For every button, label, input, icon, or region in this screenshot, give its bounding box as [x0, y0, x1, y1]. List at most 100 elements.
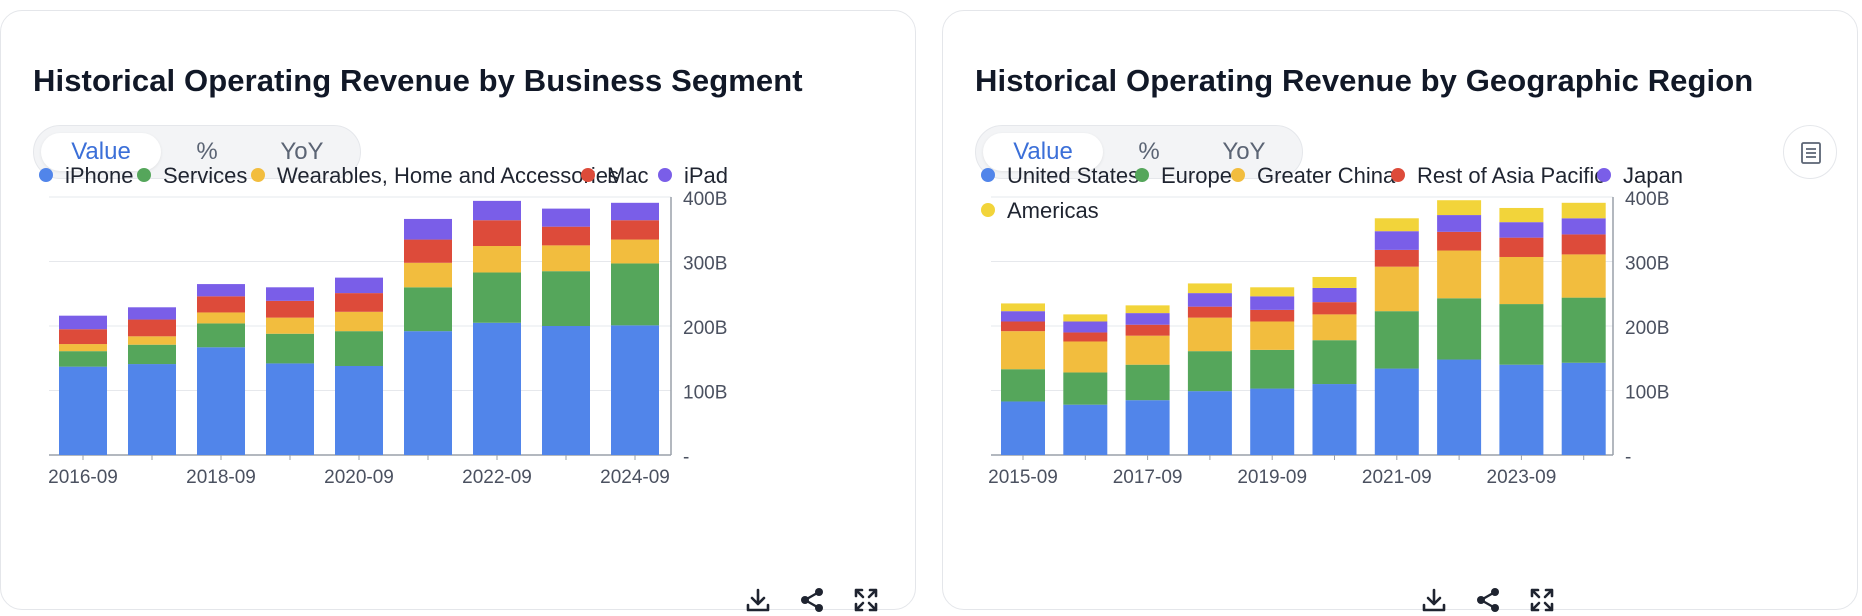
bar-rest-of-asia-pacific-2015-09[interactable]: [1001, 321, 1045, 332]
bar-greater-china-2021-09[interactable]: [1374, 266, 1419, 312]
bar-wearables-home-and-accessories-2017-09[interactable]: [128, 336, 176, 345]
bar-services-2023-09[interactable]: [542, 271, 590, 326]
bar-japan-2021-09[interactable]: [1374, 231, 1419, 250]
bar-americas-2018-09[interactable]: [1187, 283, 1232, 294]
bar-americas-2015-09[interactable]: [1001, 303, 1045, 312]
bar-americas-2019-09[interactable]: [1250, 287, 1295, 297]
bar-greater-china-2022-09[interactable]: [1437, 250, 1482, 299]
bar-mac-2018-09[interactable]: [197, 296, 245, 313]
bar-united-states-2020-09[interactable]: [1312, 384, 1357, 455]
table-view-button[interactable]: [1783, 125, 1837, 179]
bar-wearables-home-and-accessories-2018-09[interactable]: [197, 312, 245, 324]
bar-mac-2016-09[interactable]: [59, 329, 107, 345]
bar-europe-2018-09[interactable]: [1187, 351, 1232, 392]
bar-europe-2024-09[interactable]: [1561, 297, 1606, 363]
legend-item-iphone[interactable]: iPhone: [39, 163, 134, 189]
bar-ipad-2018-09[interactable]: [197, 284, 245, 297]
bar-americas-2022-09[interactable]: [1437, 200, 1482, 216]
bar-mac-2023-09[interactable]: [542, 226, 590, 246]
legend-item-united-states[interactable]: United States: [981, 163, 1139, 189]
bar-mac-2019-09[interactable]: [266, 300, 314, 318]
bar-rest-of-asia-pacific-2016-09[interactable]: [1063, 332, 1108, 342]
bar-services-2016-09[interactable]: [59, 351, 107, 367]
toggle-value[interactable]: Value: [41, 133, 161, 171]
bar-americas-2016-09[interactable]: [1063, 314, 1108, 322]
bar-united-states-2018-09[interactable]: [1187, 391, 1232, 455]
bar-ipad-2019-09[interactable]: [266, 287, 314, 301]
bar-europe-2022-09[interactable]: [1437, 298, 1482, 360]
legend-item-europe[interactable]: Europe: [1135, 163, 1232, 189]
bar-ipad-2024-09[interactable]: [611, 202, 659, 221]
bar-japan-2024-09[interactable]: [1561, 218, 1606, 235]
bar-europe-2020-09[interactable]: [1312, 340, 1357, 385]
legend-item-ipad[interactable]: iPad: [658, 163, 728, 189]
bar-americas-2021-09[interactable]: [1374, 218, 1419, 232]
bar-rest-of-asia-pacific-2019-09[interactable]: [1250, 309, 1295, 322]
bar-united-states-2021-09[interactable]: [1374, 368, 1419, 455]
legend-item-rest-of-asia-pacific[interactable]: Rest of Asia Pacific: [1391, 163, 1605, 189]
bar-rest-of-asia-pacific-2017-09[interactable]: [1125, 324, 1170, 336]
bar-americas-2024-09[interactable]: [1561, 202, 1606, 219]
fullscreen-icon[interactable]: [1527, 585, 1557, 615]
bar-rest-of-asia-pacific-2023-09[interactable]: [1499, 237, 1544, 257]
toggle-yoy[interactable]: YoY: [1222, 138, 1266, 165]
legend-item-mac[interactable]: Mac: [581, 163, 649, 189]
bar-japan-2023-09[interactable]: [1499, 222, 1544, 238]
bar-united-states-2017-09[interactable]: [1125, 400, 1170, 455]
bar-greater-china-2015-09[interactable]: [1001, 331, 1045, 370]
bar-greater-china-2017-09[interactable]: [1125, 335, 1170, 365]
bar-iphone-2019-09[interactable]: [266, 363, 314, 455]
bar-mac-2022-09[interactable]: [473, 220, 521, 247]
bar-services-2020-09[interactable]: [335, 331, 383, 366]
toggle-value[interactable]: Value: [983, 133, 1103, 171]
bar-iphone-2017-09[interactable]: [128, 364, 176, 455]
bar-japan-2018-09[interactable]: [1187, 293, 1232, 307]
bar-ipad-2021-09[interactable]: [404, 218, 452, 240]
bar-iphone-2020-09[interactable]: [335, 365, 383, 455]
bar-greater-china-2020-09[interactable]: [1312, 314, 1357, 341]
bar-services-2019-09[interactable]: [266, 333, 314, 364]
bar-wearables-home-and-accessories-2019-09[interactable]: [266, 317, 314, 334]
bar-iphone-2016-09[interactable]: [59, 366, 107, 455]
bar-wearables-home-and-accessories-2021-09[interactable]: [404, 262, 452, 288]
bar-united-states-2019-09[interactable]: [1250, 388, 1295, 455]
bar-rest-of-asia-pacific-2020-09[interactable]: [1312, 302, 1357, 315]
bar-japan-2015-09[interactable]: [1001, 311, 1045, 322]
bar-americas-2020-09[interactable]: [1312, 276, 1357, 288]
bar-wearables-home-and-accessories-2024-09[interactable]: [611, 239, 659, 264]
bar-japan-2017-09[interactable]: [1125, 313, 1170, 325]
bar-wearables-home-and-accessories-2020-09[interactable]: [335, 311, 383, 332]
bar-ipad-2022-09[interactable]: [473, 200, 521, 221]
bar-americas-2017-09[interactable]: [1125, 305, 1170, 314]
bar-greater-china-2019-09[interactable]: [1250, 321, 1295, 350]
share-icon[interactable]: [1473, 585, 1503, 615]
toggle-percent[interactable]: %: [1138, 138, 1160, 165]
bar-services-2022-09[interactable]: [473, 272, 521, 323]
bar-japan-2020-09[interactable]: [1312, 287, 1357, 303]
bar-europe-2023-09[interactable]: [1499, 304, 1544, 365]
share-icon[interactable]: [797, 585, 827, 615]
bar-ipad-2023-09[interactable]: [542, 208, 590, 227]
bar-ipad-2020-09[interactable]: [335, 277, 383, 294]
bar-ipad-2016-09[interactable]: [59, 315, 107, 330]
bar-europe-2016-09[interactable]: [1063, 372, 1108, 405]
bar-wearables-home-and-accessories-2016-09[interactable]: [59, 344, 107, 352]
legend-item-japan[interactable]: Japan: [1597, 163, 1683, 189]
bar-united-states-2024-09[interactable]: [1561, 362, 1606, 455]
toggle-yoy[interactable]: YoY: [280, 138, 324, 165]
bar-united-states-2022-09[interactable]: [1437, 359, 1482, 455]
bar-mac-2017-09[interactable]: [128, 319, 176, 337]
bar-iphone-2021-09[interactable]: [404, 331, 452, 455]
bar-services-2024-09[interactable]: [611, 263, 659, 326]
bar-rest-of-asia-pacific-2018-09[interactable]: [1187, 306, 1232, 318]
bar-wearables-home-and-accessories-2022-09[interactable]: [473, 246, 521, 273]
bar-europe-2015-09[interactable]: [1001, 369, 1045, 402]
bar-greater-china-2018-09[interactable]: [1187, 317, 1232, 352]
bar-rest-of-asia-pacific-2024-09[interactable]: [1561, 234, 1606, 255]
legend-item-americas[interactable]: Americas: [981, 198, 1099, 224]
fullscreen-icon[interactable]: [851, 585, 881, 615]
download-icon[interactable]: [1419, 585, 1449, 615]
bar-japan-2022-09[interactable]: [1437, 215, 1482, 232]
toggle-percent[interactable]: %: [196, 138, 218, 165]
bar-americas-2023-09[interactable]: [1499, 207, 1544, 223]
